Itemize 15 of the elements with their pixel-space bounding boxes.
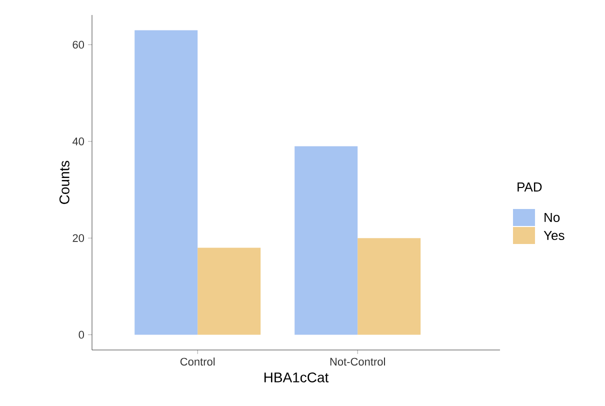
y-tick-label: 0 bbox=[78, 330, 84, 339]
y-axis-title: Counts bbox=[59, 160, 70, 204]
legend-title: PAD bbox=[518, 182, 542, 192]
y-tick-label: 20 bbox=[72, 234, 84, 242]
x-axis-title: HBA1cCat bbox=[264, 372, 329, 382]
bar bbox=[134, 30, 198, 335]
bar bbox=[294, 146, 358, 335]
legend-label: No bbox=[544, 212, 560, 222]
bar bbox=[358, 238, 421, 335]
y-tick-label: 60 bbox=[72, 40, 84, 49]
x-tick-label: Not-Control bbox=[330, 358, 385, 366]
bar bbox=[198, 248, 261, 335]
y-tick-label: 40 bbox=[72, 138, 84, 146]
x-tick-label: Control bbox=[180, 358, 215, 366]
legend-label: Yes bbox=[544, 230, 564, 240]
